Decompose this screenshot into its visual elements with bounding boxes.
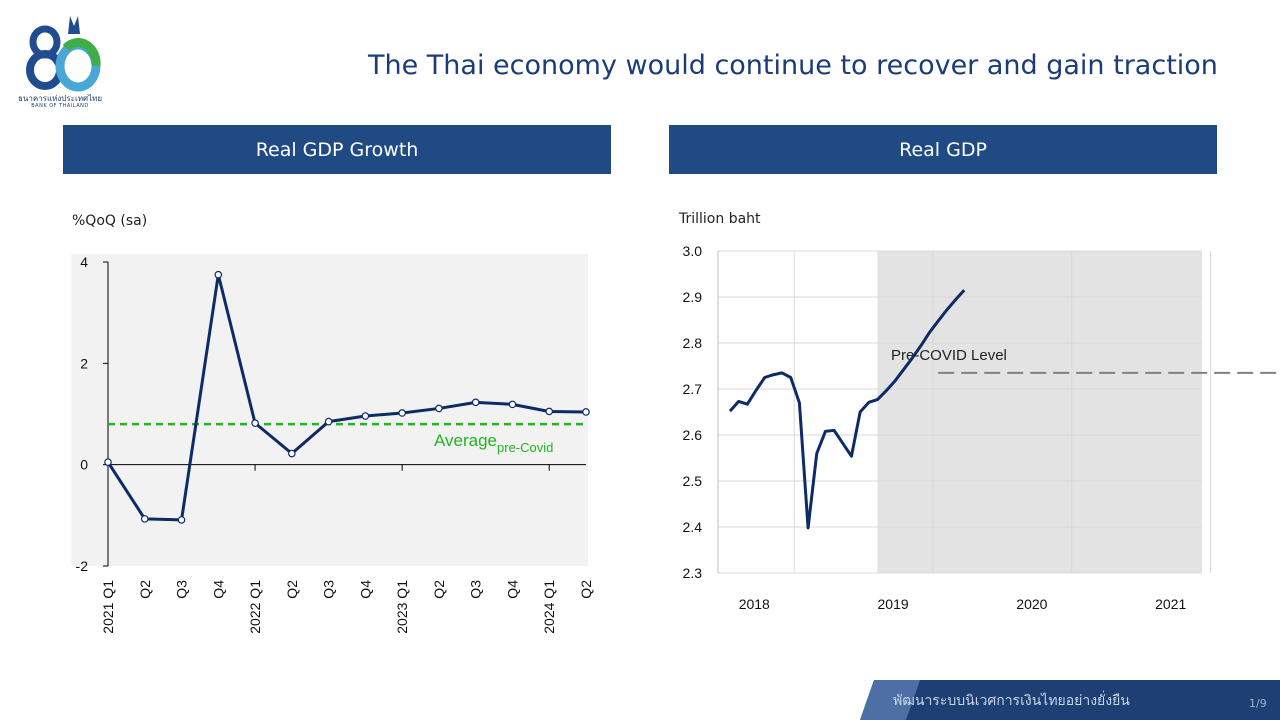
forecast-shade (877, 251, 1202, 573)
x-tick-label: 2018 (739, 596, 770, 612)
footer-tagline: พัฒนาระบบนิเวศการเงินไทยอย่างยั่งยืน (893, 693, 1130, 709)
x-tick-label: Q4 (504, 580, 520, 599)
panel-header-gdp-growth: Real GDP Growth (63, 125, 611, 174)
y-tick-label: -2 (76, 558, 89, 574)
chart1-ylabel: %QoQ (sa) (72, 213, 148, 229)
footer-band (860, 680, 1280, 720)
data-point (251, 419, 259, 427)
x-tick-label: 2023 Q1 (394, 580, 410, 634)
data-point (177, 516, 186, 524)
x-tick-label: 2019 (878, 596, 909, 612)
x-tick-label: 2022 Q1 (247, 580, 263, 634)
x-tick-label: Q2 (578, 580, 594, 599)
data-point (324, 417, 333, 426)
x-tick-label: Q3 (321, 580, 337, 599)
panel-header-real-gdp: Real GDP (669, 125, 1217, 174)
y-tick-label: 4 (80, 254, 88, 270)
data-point (435, 404, 443, 413)
data-point (582, 408, 590, 416)
y-tick-label: 2.6 (683, 427, 703, 443)
x-tick-label: Q3 (174, 580, 190, 599)
x-tick-label: 2021 (1155, 596, 1186, 612)
logo-english-text: BANK OF THAILAND (31, 103, 89, 109)
data-point (361, 412, 370, 420)
data-point (508, 400, 517, 409)
data-point (288, 449, 296, 458)
y-tick-label: 3.0 (683, 243, 703, 259)
pre-covid-level-label: Pre-COVID Level (891, 347, 1007, 364)
data-point (398, 409, 406, 417)
y-tick-label: 2.8 (683, 335, 703, 351)
y-tick-label: 2.5 (683, 473, 703, 489)
y-tick-label: 2.3 (683, 565, 703, 581)
average-label: Averagepre-Covid (434, 431, 553, 455)
chart2-ylabel: Trillion baht (679, 211, 761, 227)
logo-thai-text: ธนาคารแห่งประเทศไทย (17, 94, 103, 103)
x-tick-label: 2024 Q1 (541, 580, 557, 634)
y-tick-label: 2.4 (683, 519, 703, 535)
x-tick-label: Q2 (137, 580, 153, 599)
real-gdp-series-line (728, 289, 966, 530)
bank-of-thailand-logo (26, 16, 101, 92)
y-tick-label: 2 (80, 355, 88, 371)
data-point (214, 270, 223, 279)
data-point (471, 398, 480, 407)
page-number: 1/9 (1249, 697, 1267, 710)
x-tick-label: 2021 Q1 (100, 580, 116, 634)
gdp-growth-series-line (106, 273, 587, 522)
y-tick-label: 2.7 (683, 381, 703, 397)
x-tick-label: Q4 (357, 580, 373, 599)
x-tick-label: Q2 (284, 580, 300, 599)
data-point (545, 407, 554, 416)
data-point (104, 458, 112, 466)
x-tick-label: Q2 (431, 580, 447, 599)
slide-title: The Thai economy would continue to recov… (368, 50, 1218, 81)
y-tick-label: 2.9 (683, 289, 703, 305)
x-tick-label: 2020 (1016, 596, 1047, 612)
x-tick-label: Q3 (468, 580, 484, 599)
data-point (140, 515, 149, 523)
y-tick-label: 0 (80, 457, 88, 473)
forecast-shade (71, 254, 588, 566)
x-tick-label: Q4 (210, 580, 226, 599)
